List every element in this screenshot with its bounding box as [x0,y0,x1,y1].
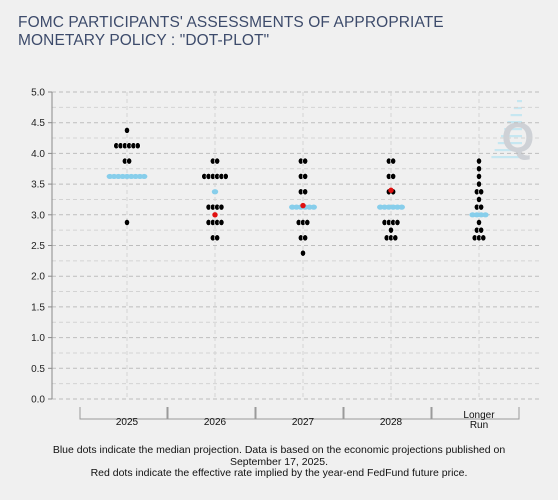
x-category-bracket [167,407,256,420]
participant-dot [126,157,133,165]
median-dot [141,173,148,180]
x-category-bracket [79,407,168,420]
dot-plot-chart: Q 0.0 0.5 1.0 1.5 2.0 2.5 3.0 3.5 4.0 4.5 5.0 2025 20… [31,88,542,431]
participant-dot [134,142,141,150]
implied-rate-dot [212,212,218,218]
participant-dot [302,234,309,242]
implied-rate-dot [300,202,306,209]
participant-dot [124,219,130,226]
y-tick-label: 1.5 [31,302,45,313]
y-tick-label: 1.0 [31,333,45,344]
watermark-stripe [510,114,522,117]
participant-dot [124,126,130,134]
participant-dot [214,157,221,165]
participant-dot [218,219,225,226]
watermark-stripe [517,100,522,103]
x-tick-label: 2028 [380,417,403,428]
participant-dot [476,219,482,226]
x-category-bracket [343,407,432,420]
y-tick-label: 0.5 [31,364,45,375]
participant-dot [478,226,485,234]
participant-dot [302,157,309,165]
chart-title-line-2: MONETARY POLICY : "DOT-PLOT" [18,32,270,49]
y-tick-label: 3.0 [31,210,45,221]
participant-dot [300,249,306,257]
participant-dot [392,234,399,242]
footnote-line-1: Blue dots indicate the median projection… [52,444,506,456]
chart-footnote: Blue dots indicate the median projection… [0,444,558,480]
y-tick-label: 4.5 [31,118,45,129]
participant-dot [302,173,309,180]
watermark-stripe [491,156,522,159]
median-dot [211,189,219,195]
y-tick-label: 5.0 [31,88,45,99]
participant-dot [302,188,309,196]
x-category-bracket [255,407,344,420]
participant-dot [388,226,394,234]
y-tick-label: 3.5 [31,180,45,191]
x-tick-label: 2026 [204,417,227,428]
participant-dot [476,196,482,203]
y-tick-label: 4.0 [31,149,45,160]
watermark-stripe [501,135,522,138]
chart-title-line-1: FOMC PARTICIPANTS' ASSESSMENTS OF APPROP… [18,14,444,31]
watermark-stripe [497,142,522,145]
watermark-stripe [494,149,522,152]
participant-dot [394,219,401,226]
x-tick-label: 2025 [116,417,139,428]
participant-dot [218,203,225,211]
median-dot [310,204,317,210]
participant-dot [478,188,485,196]
watermark-stripe [504,128,522,131]
x-category-bracket [431,407,520,420]
y-tick-label: 2.0 [31,272,45,283]
participant-dot [480,234,487,242]
median-dot [398,204,405,210]
participant-dot [476,173,482,180]
x-tick-label: 2027 [292,417,315,428]
median-dot [482,212,489,218]
watermark-stripe [507,121,522,124]
watermark-logo: Q [491,100,534,161]
participant-dot [476,157,482,165]
participant-dot [222,173,229,180]
x-tick-label: Run [470,420,488,431]
footnote-line-3: Red dots indicate the effective rate imp… [90,467,468,479]
footnote-line-2: September 17, 2025. [229,455,329,468]
y-tick-label: 0.0 [31,395,45,406]
y-tick-label: 2.5 [31,241,45,252]
participant-dot [476,165,482,173]
implied-rate-dot [388,187,394,193]
x-tick-label: Longer [463,410,495,421]
participant-dot [390,173,397,180]
watermark-stripe [513,107,522,110]
participant-dot [478,203,485,211]
chart-title: FOMC PARTICIPANTS' ASSESSMENTS OF APPROP… [18,14,538,50]
participant-dot [304,219,311,226]
participant-dot [476,180,482,188]
watermark-letter: Q [502,114,535,161]
participant-dot [390,157,397,165]
participant-dot [214,234,221,242]
